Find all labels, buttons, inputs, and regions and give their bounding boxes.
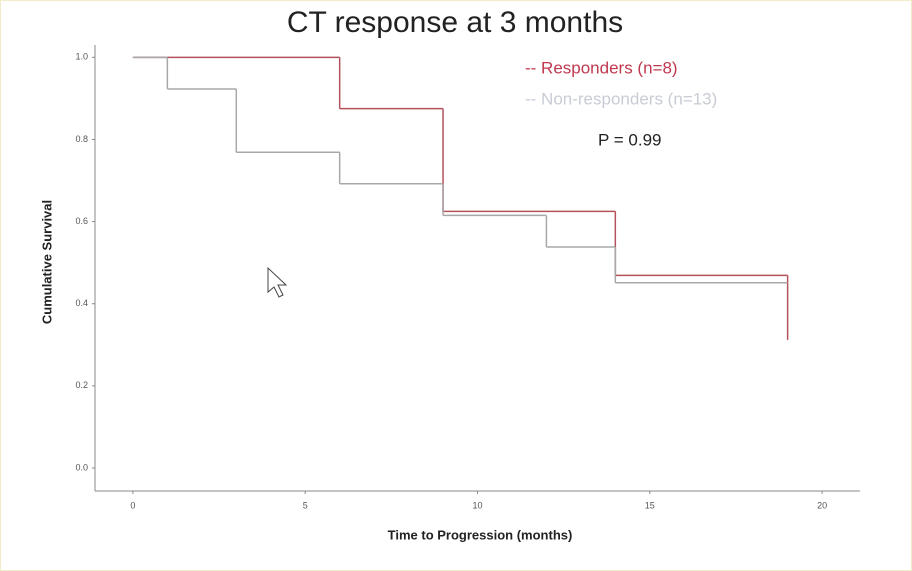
legend-entry: -- Non-responders (n=13) [525, 89, 717, 108]
y-tick-label: 0.4 [75, 298, 88, 308]
chart-title: CT response at 3 months [287, 6, 623, 39]
cursor [267, 266, 288, 298]
x-tick-label: 0 [130, 500, 135, 510]
y-tick-label: 0.2 [75, 380, 88, 390]
legend-entry: -- Responders (n=8) [525, 58, 678, 77]
x-axis-label: Time to Progression (months) [388, 527, 573, 542]
y-tick-label: 0.6 [75, 216, 88, 226]
x-tick-label: 5 [303, 500, 308, 510]
y-axis-label: Cumulative Survival [39, 200, 54, 324]
x-tick-label: 15 [645, 500, 655, 510]
y-tick-label: 0.0 [75, 462, 88, 472]
x-tick-label: 10 [472, 500, 482, 510]
y-tick-label: 1.0 [75, 52, 88, 62]
x-tick-label: 20 [817, 500, 827, 510]
annotation: P = 0.99 [598, 130, 662, 149]
y-tick-label: 0.8 [75, 134, 88, 144]
